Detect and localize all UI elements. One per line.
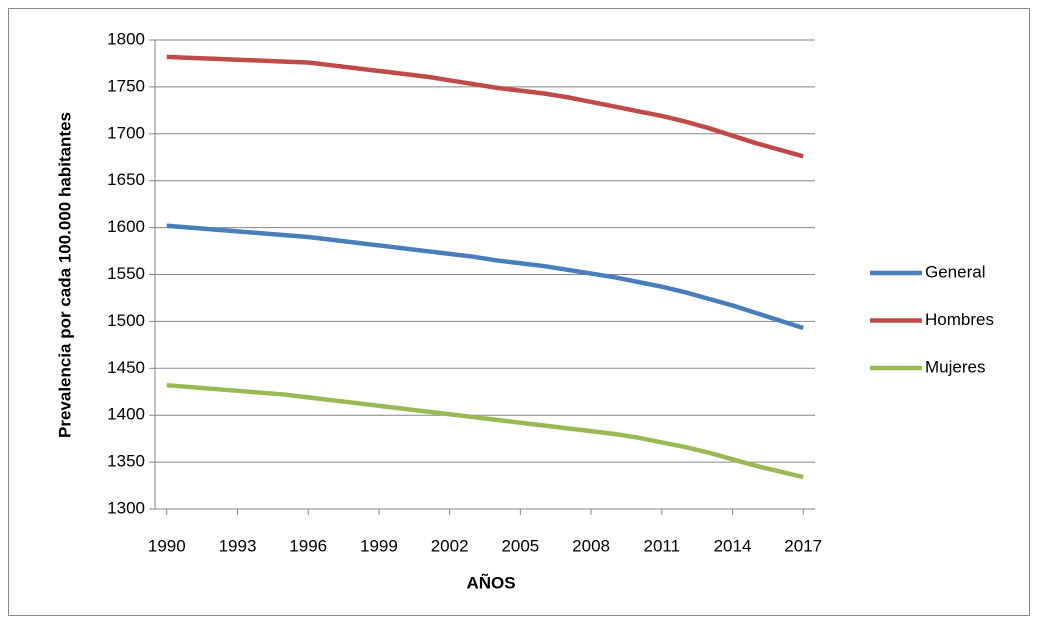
- x-tick-label: 2011: [644, 536, 681, 555]
- y-tick-label: 1550: [107, 264, 145, 283]
- x-tick-label: 2014: [714, 536, 752, 555]
- y-axis-title: Prevalencia por cada 100.000 habitantes: [55, 112, 74, 438]
- legend-label: General: [925, 262, 985, 281]
- y-tick-label: 1500: [107, 311, 145, 330]
- y-tick-label: 1700: [107, 123, 145, 142]
- x-tick-label: 2005: [501, 536, 539, 555]
- x-tick-label: 2017: [784, 536, 822, 555]
- x-tick-label: 1993: [219, 536, 257, 555]
- x-tick-label: 2002: [431, 536, 469, 555]
- y-tick-label: 1750: [107, 76, 145, 95]
- y-tick-label: 1450: [107, 358, 145, 377]
- x-tick-label: 1990: [148, 536, 186, 555]
- y-tick-label: 1400: [107, 405, 145, 424]
- series-line: [166, 223, 804, 331]
- series-line: [166, 54, 804, 159]
- y-tick-label: 1800: [107, 29, 145, 48]
- x-tick-label: 2008: [572, 536, 610, 555]
- y-tick-label: 1350: [107, 452, 145, 471]
- y-tick-label: 1300: [107, 498, 145, 517]
- x-tick-label: 1999: [360, 536, 398, 555]
- y-tick-label: 1650: [107, 170, 145, 189]
- y-tick-label: 1600: [107, 217, 145, 236]
- x-axis-title: AÑOS: [466, 572, 515, 592]
- legend-label: Hombres: [925, 310, 994, 329]
- x-tick-label: 1996: [289, 536, 327, 555]
- legend-label: Mujeres: [925, 357, 985, 376]
- series-line: [166, 382, 804, 480]
- chart-frame: [8, 8, 1030, 616]
